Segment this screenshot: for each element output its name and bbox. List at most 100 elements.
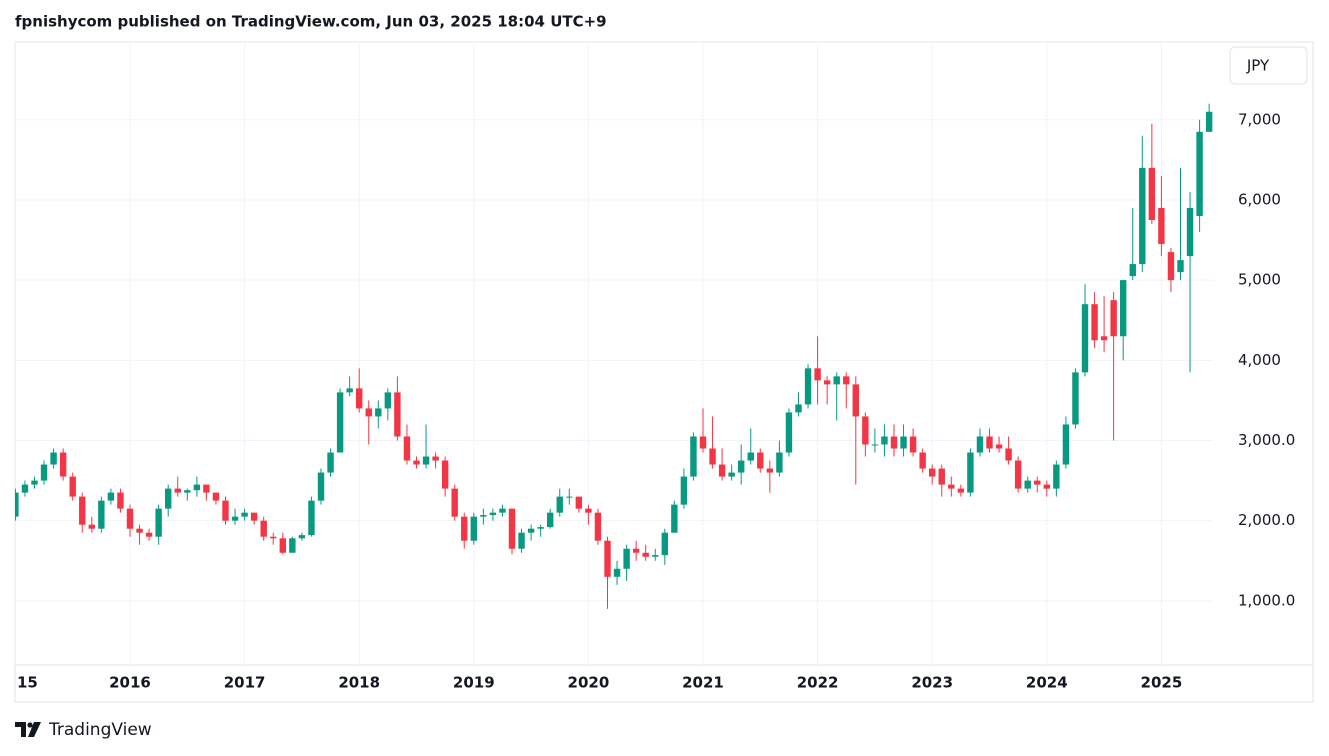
candle-body <box>21 484 29 493</box>
candle-body <box>986 436 993 449</box>
candle-body <box>193 484 201 491</box>
candle-body <box>489 512 497 516</box>
currency: JPY <box>1246 57 1270 75</box>
candle-body <box>451 488 458 517</box>
candle-body <box>222 500 229 521</box>
candle-body <box>403 436 411 461</box>
candle-body <box>327 452 334 473</box>
currency-button[interactable] <box>1229 46 1308 85</box>
x-tick-label: 2025 <box>1141 674 1183 692</box>
candle-body <box>575 496 583 509</box>
candle-body <box>298 535 306 539</box>
candle-body <box>1100 336 1108 341</box>
candle-body <box>1196 131 1203 216</box>
candle-body <box>566 496 573 498</box>
candle-body <box>117 492 124 509</box>
candle-body <box>613 568 621 577</box>
candle-body <box>776 452 783 473</box>
candle-body <box>31 480 38 485</box>
candle-body <box>1062 424 1070 465</box>
candle-body <box>470 516 477 541</box>
grid <box>15 42 1213 665</box>
x-tick-label: 2023 <box>911 674 953 692</box>
candle-body <box>1148 167 1156 220</box>
frame <box>14 41 1314 703</box>
candle-body <box>346 388 353 393</box>
footer-brand: TradingView <box>48 720 152 740</box>
candle-body <box>881 436 888 445</box>
candle-body <box>145 532 153 537</box>
x-tick-label: 2017 <box>224 674 266 692</box>
candle-body <box>1139 167 1146 265</box>
candle-body <box>1043 484 1050 489</box>
candle-body <box>967 452 974 493</box>
candle-body <box>671 504 678 533</box>
candle-body <box>527 528 535 533</box>
candle-body <box>461 516 468 541</box>
candle-body <box>422 456 430 465</box>
candle-body <box>556 496 563 513</box>
candle-body <box>184 490 191 493</box>
candle-body <box>1177 260 1184 273</box>
candle-body <box>317 472 325 501</box>
y-tick-label: 1,000.0 <box>1238 591 1295 609</box>
candle-body <box>957 488 965 493</box>
candle-body <box>976 436 984 453</box>
candle-body <box>862 416 869 445</box>
candle-body <box>480 515 487 517</box>
candle-body <box>718 464 726 477</box>
candle-body <box>98 500 105 529</box>
candle-body <box>384 392 392 409</box>
candle-body <box>432 456 439 461</box>
candle-body <box>270 536 277 539</box>
candle-body <box>852 384 859 417</box>
candle-body <box>413 460 420 465</box>
x-tick-label: 2018 <box>338 674 380 692</box>
candle-body <box>738 460 745 473</box>
x-tick-label: 15 <box>17 674 38 692</box>
header: fpnishycom published on TradingView.com,… <box>15 13 607 31</box>
candle-body <box>231 516 239 521</box>
candle-body <box>1110 300 1117 337</box>
candle-body <box>900 436 907 449</box>
candle-body <box>1205 111 1213 132</box>
candle-body <box>1120 280 1127 337</box>
candle-body <box>1091 304 1098 341</box>
candle-body <box>155 508 162 537</box>
candle-body <box>241 512 248 517</box>
candle-body <box>212 492 220 501</box>
candle-body <box>279 538 286 553</box>
candle-body <box>909 436 917 453</box>
candle-body <box>929 468 936 477</box>
candle-body <box>356 388 363 409</box>
candle-body <box>394 392 401 437</box>
candle-body <box>871 444 879 446</box>
candle-body <box>260 520 267 537</box>
candle-body <box>757 452 764 469</box>
candle-body <box>795 404 802 413</box>
candle-body <box>289 538 296 553</box>
candle-body <box>652 555 659 557</box>
candle-body <box>890 436 898 449</box>
labels: 1,000.0 2,000.0 3,000.0 4,000 5,000 6,000 7,00… <box>17 110 1295 691</box>
x-tick-label: 2021 <box>682 674 724 692</box>
candle-body <box>203 484 210 493</box>
candle-body <box>1129 264 1136 277</box>
x-tick-label: 2024 <box>1026 674 1068 692</box>
candle-body <box>833 376 840 385</box>
y-tick-label: 6,000 <box>1238 190 1281 208</box>
candle-body <box>680 476 688 505</box>
candle-body <box>632 548 640 553</box>
x-tick-label: 2016 <box>109 674 151 692</box>
candle-body <box>699 436 707 449</box>
candle-body <box>995 444 1003 449</box>
candle-body <box>174 488 181 493</box>
x-tick-label: 2019 <box>453 674 495 692</box>
candle-body <box>88 524 95 529</box>
logo <box>15 722 41 737</box>
candle-body <box>365 408 372 417</box>
candle-body <box>1014 460 1022 489</box>
candle-body <box>604 540 611 577</box>
y-tick-label: 7,000 <box>1238 110 1281 128</box>
candle-body <box>623 548 630 569</box>
